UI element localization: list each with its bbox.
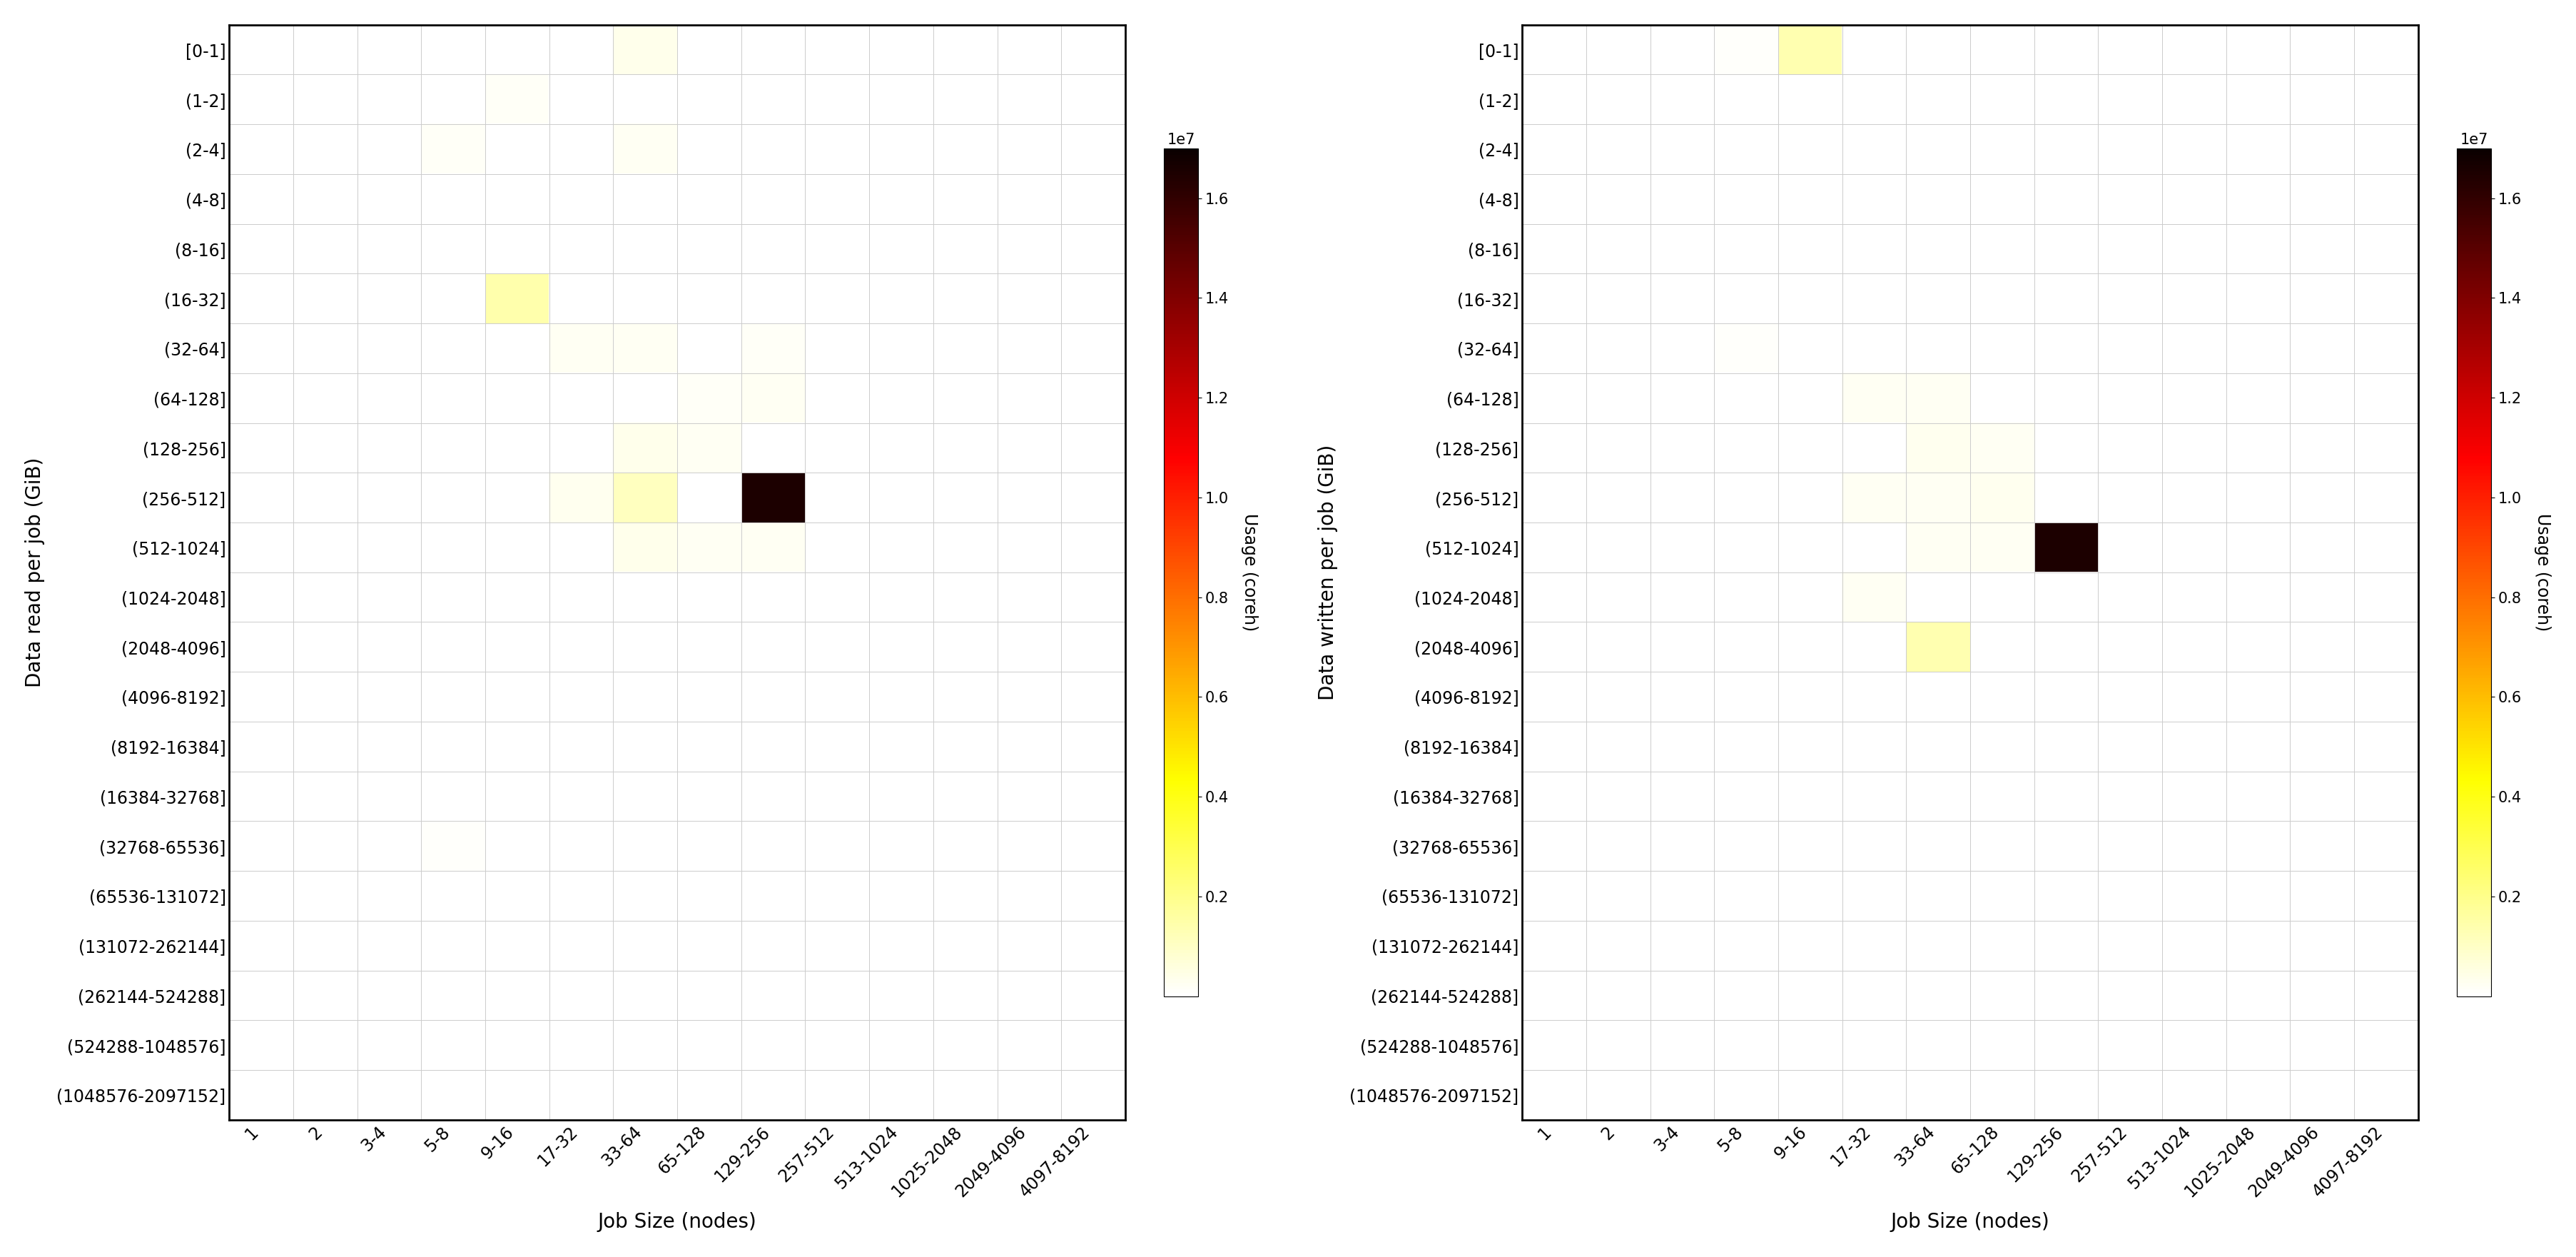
X-axis label: Job Size (nodes): Job Size (nodes) — [598, 1212, 757, 1232]
Y-axis label: Data written per job (GiB): Data written per job (GiB) — [1319, 445, 1337, 700]
X-axis label: Job Size (nodes): Job Size (nodes) — [1891, 1212, 2050, 1232]
Title: 1e7: 1e7 — [2460, 133, 2488, 147]
Y-axis label: Data read per job (GiB): Data read per job (GiB) — [26, 458, 44, 688]
Y-axis label: Usage (coreh): Usage (coreh) — [1242, 513, 1257, 631]
Y-axis label: Usage (coreh): Usage (coreh) — [2535, 513, 2550, 631]
Title: 1e7: 1e7 — [1167, 133, 1195, 147]
